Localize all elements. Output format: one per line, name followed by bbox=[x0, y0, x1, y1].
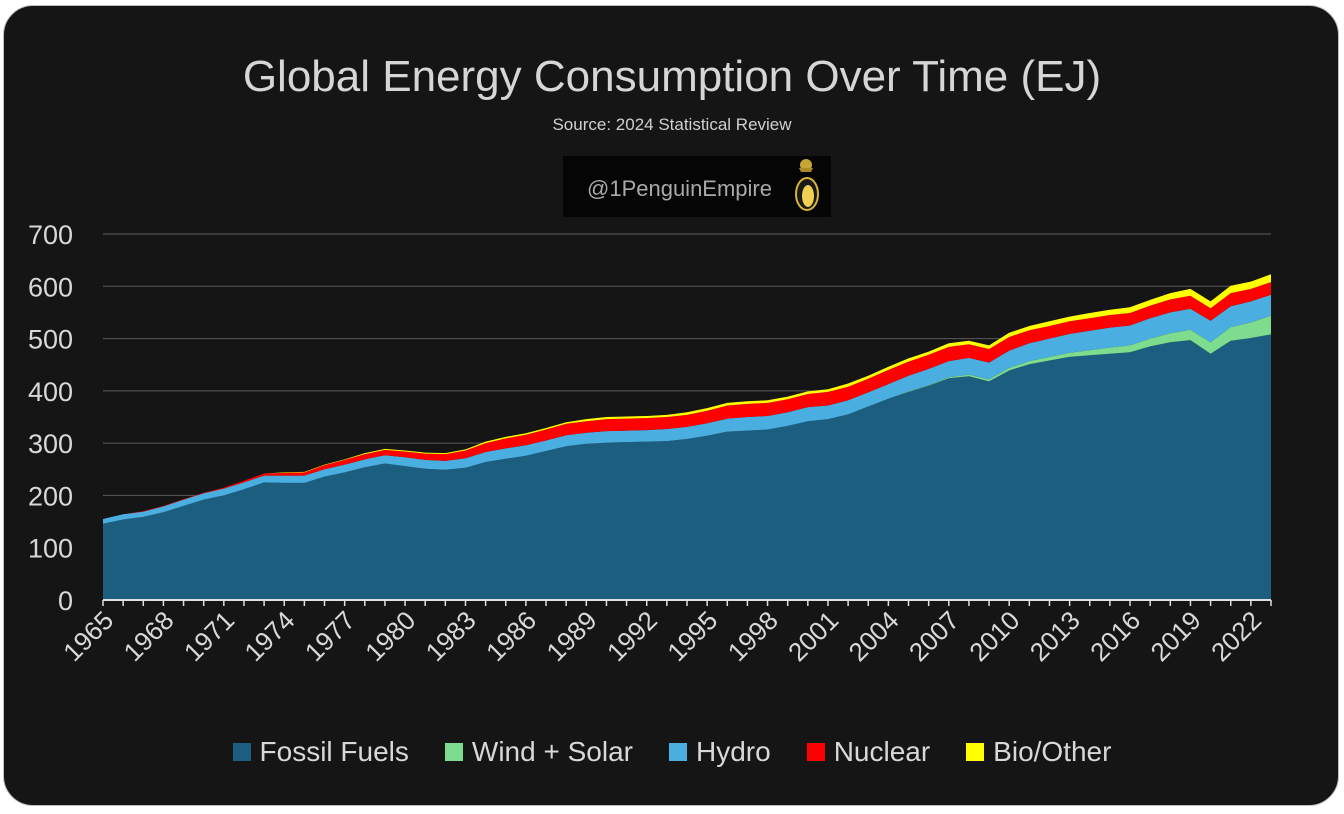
x-tick-label: 2001 bbox=[782, 605, 844, 667]
legend-item: Hydro bbox=[668, 736, 771, 768]
penguin-logo-icon bbox=[795, 159, 819, 211]
legend-swatch bbox=[966, 743, 985, 761]
x-tick-label: 1992 bbox=[601, 605, 663, 667]
y-tick-label: 700 bbox=[28, 220, 73, 250]
legend-item: Wind + Solar bbox=[444, 736, 633, 768]
x-axis: 1965196819711974197719801983198619891992… bbox=[57, 599, 1272, 667]
legend-item: Bio/Other bbox=[966, 736, 1111, 768]
x-tick-label: 2013 bbox=[1024, 605, 1086, 667]
y-tick-label: 600 bbox=[28, 272, 73, 302]
x-tick-label: 2022 bbox=[1205, 605, 1267, 667]
legend-swatch bbox=[668, 743, 687, 761]
y-axis: 0 100 200 300 400 500 600 700 bbox=[28, 220, 73, 616]
series-area-hydro bbox=[103, 294, 1271, 524]
x-tick-label: 1974 bbox=[238, 605, 300, 667]
x-tick-label: 2007 bbox=[903, 605, 965, 667]
legend-label: Fossil Fuels bbox=[259, 736, 409, 767]
x-tick-label: 1977 bbox=[299, 605, 361, 667]
x-tick-label: 2004 bbox=[843, 605, 905, 667]
chart-subtitle: Source: 2024 Statistical Review bbox=[552, 115, 792, 134]
watermark-text: @1PenguinEmpire bbox=[587, 176, 772, 201]
legend: Fossil Fuels Wind + Solar Hydro Nuclear Bio/… bbox=[0, 736, 1344, 768]
x-tick-label: 2010 bbox=[963, 605, 1025, 667]
x-tick-label: 1980 bbox=[359, 605, 421, 667]
chart-title: Global Energy Consumption Over Time (EJ) bbox=[242, 52, 1102, 101]
series-areas bbox=[103, 274, 1271, 600]
legend-label: Wind + Solar bbox=[471, 736, 633, 767]
x-tick-label: 1983 bbox=[420, 605, 482, 667]
series-area-bio-other bbox=[103, 274, 1271, 519]
watermark: @1PenguinEmpire bbox=[563, 156, 831, 217]
y-tick-label: 300 bbox=[28, 429, 73, 459]
x-tick-label: 1971 bbox=[178, 605, 240, 667]
x-tick-label: 1986 bbox=[480, 605, 542, 667]
y-tick-label: 0 bbox=[58, 586, 73, 616]
x-tick-label: 1995 bbox=[661, 605, 723, 667]
y-tick-label: 200 bbox=[28, 481, 73, 511]
x-tick-label: 1998 bbox=[722, 605, 784, 667]
legend-item: Nuclear bbox=[806, 736, 931, 768]
legend-swatch bbox=[444, 743, 463, 761]
x-tick-label: 2016 bbox=[1084, 605, 1146, 667]
legend-label: Hydro bbox=[695, 736, 771, 767]
x-tick-label: 1968 bbox=[118, 605, 180, 667]
y-tick-label: 100 bbox=[28, 534, 73, 564]
legend-swatch bbox=[232, 743, 251, 761]
y-tick-label: 500 bbox=[28, 325, 73, 355]
legend-swatch bbox=[806, 743, 825, 761]
x-tick-label: 2019 bbox=[1145, 605, 1207, 667]
series-area-fossil-fuels bbox=[103, 334, 1271, 600]
legend-label: Bio/Other bbox=[993, 736, 1112, 767]
legend-item: Fossil Fuels bbox=[232, 736, 409, 768]
x-tick-label: 1989 bbox=[540, 605, 602, 667]
series-area-nuclear bbox=[103, 282, 1271, 519]
y-tick-label: 400 bbox=[28, 377, 73, 407]
legend-label: Nuclear bbox=[833, 736, 931, 767]
